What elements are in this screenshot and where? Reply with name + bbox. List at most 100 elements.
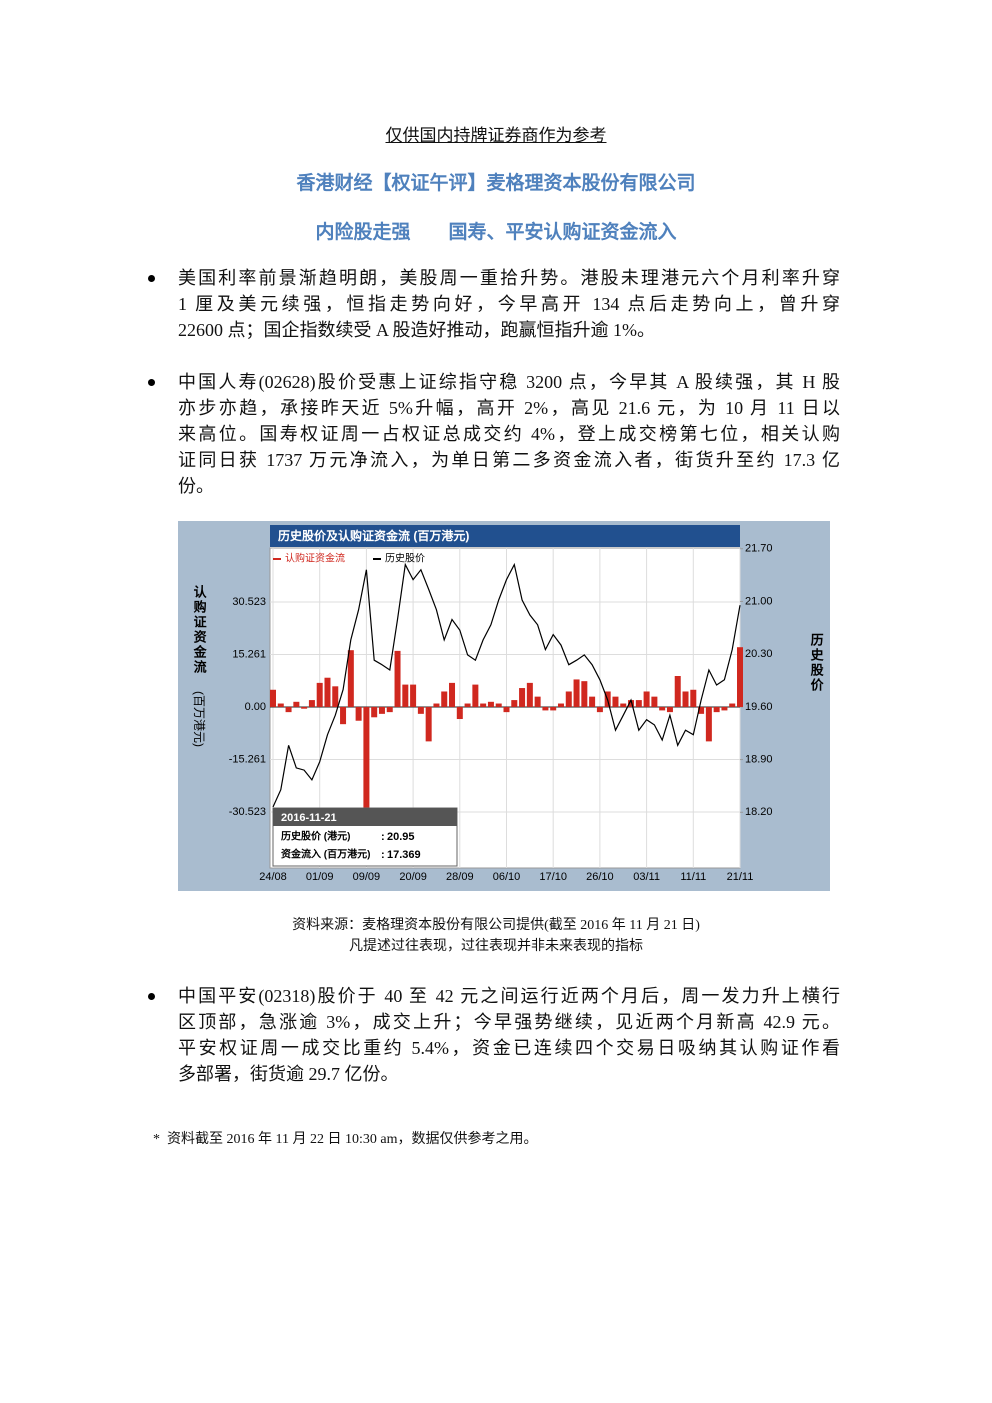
bar xyxy=(651,696,658,707)
y-tick-label: 30.523 xyxy=(232,596,266,608)
y2-tick-label: 20.30 xyxy=(745,648,773,660)
text-line: 多部署，街货逾 29.7 亿份。 xyxy=(178,1064,399,1084)
tooltip-header xyxy=(273,808,457,826)
y-tick-label: 0.00 xyxy=(245,701,266,713)
bar xyxy=(596,706,603,713)
bar xyxy=(550,706,557,711)
bar xyxy=(511,700,518,707)
bar xyxy=(410,684,417,707)
bar xyxy=(464,703,471,707)
bar xyxy=(565,691,572,707)
price-line xyxy=(272,562,741,808)
bar xyxy=(386,706,393,713)
x-tick-label: 20/09 xyxy=(399,871,427,883)
bar xyxy=(394,650,401,707)
caption-line: 资料来源：麦格理资本股份有限公司提供(截至 2016 年 11 月 21 日) xyxy=(292,918,700,933)
title-bar xyxy=(270,525,740,547)
bar xyxy=(402,684,409,707)
bar xyxy=(534,696,541,707)
bullet: 中国平安(02318)股价于 40 至 42 元之间运行近两个月后，周一发力升上… xyxy=(148,983,840,1087)
bar xyxy=(456,706,463,720)
y2-axis-label: 历史股价 xyxy=(809,633,824,693)
chart: 历史股价及认购证资金流 (百万港元) 认购证资金流 (百万港元) 历史股价 30… xyxy=(178,521,830,891)
title: 香港财经【权证午评】麦格理资本股份有限公司 xyxy=(296,172,696,194)
text-line: 份。 xyxy=(178,476,214,496)
bar xyxy=(425,706,432,742)
bar xyxy=(674,676,681,707)
header-note: 仅供国内持牌证券商作为参考 xyxy=(385,126,607,145)
bullet: 中国人寿(02628)股价受惠上证综指守稳 3200 点，今早其 A 股续强，其… xyxy=(148,369,840,499)
bar xyxy=(519,688,526,707)
footnote: * 资料截至 2016 年 11 月 22 日 10:30 am，数据仅供参考之… xyxy=(153,1132,538,1147)
x-tick-label: 03/11 xyxy=(633,871,660,883)
text-line: 证同日获 1737 万元净流入，为单日第二多资金流入者，街货升至约 17.3 亿 xyxy=(178,450,840,470)
bar xyxy=(324,677,331,707)
bar xyxy=(285,706,292,713)
x-tick-label: 24/08 xyxy=(259,871,287,883)
bar xyxy=(417,706,424,714)
y2-tick-label: 21.00 xyxy=(745,595,773,607)
x-tick-label: 11/11 xyxy=(680,871,706,883)
tooltip-label: 资金流入 (百万港元) xyxy=(281,848,370,861)
bar xyxy=(737,647,743,707)
bar xyxy=(729,703,736,707)
text-line: 美国利率前景渐趋明朗，美股周一重拾升势。港股未理港元六个月利率升穿 xyxy=(178,268,840,288)
tooltip-value: 20.95 xyxy=(387,831,415,843)
bar xyxy=(628,700,635,707)
y2-tick-label: 18.90 xyxy=(745,753,773,765)
bar xyxy=(713,706,720,713)
bar xyxy=(277,703,284,707)
bar xyxy=(659,706,666,711)
caption-line: 凡提述过往表现，过往表现并非未来表现的指标 xyxy=(349,939,643,954)
bar xyxy=(363,706,370,833)
x-tick-label: 06/10 xyxy=(493,871,521,883)
bar xyxy=(542,706,549,711)
bar xyxy=(472,684,479,707)
x-tick-label: 01/09 xyxy=(306,871,334,883)
bullet: 美国利率前景渐趋明朗，美股周一重拾升势。港股未理港元六个月利率升穿 1 厘及美元续… xyxy=(148,265,840,343)
y-tick-label: 15.261 xyxy=(232,648,266,660)
bar xyxy=(480,703,487,707)
bar xyxy=(705,706,712,742)
text-line: 亦步亦趋，承接昨天近 5%升幅，高开 2%，高见 21.6 元，为 10 月 1… xyxy=(178,398,840,418)
bar xyxy=(441,691,448,707)
bar xyxy=(316,682,323,707)
bar xyxy=(371,706,378,718)
bar xyxy=(589,696,596,707)
bar xyxy=(487,701,494,707)
x-tick-label: 26/10 xyxy=(586,871,614,883)
bar xyxy=(635,700,642,707)
bar xyxy=(690,689,697,707)
bar xyxy=(666,706,673,713)
bar xyxy=(301,706,308,709)
y-tick-label: -30.523 xyxy=(229,806,266,818)
legend-label: 认购证资金流 xyxy=(285,552,345,565)
tooltip-label: 历史股价 (港元) xyxy=(281,830,350,843)
bar xyxy=(612,696,619,707)
bar xyxy=(270,689,276,707)
legend-label: 历史股价 xyxy=(385,553,425,565)
text-line: 中国人寿(02628)股价受惠上证综指守稳 3200 点，今早其 A 股续强，其… xyxy=(178,372,840,392)
subtitle: 内险股走强 国寿、平安认购证资金流入 xyxy=(315,221,677,243)
bar xyxy=(643,691,650,707)
bar xyxy=(503,706,510,713)
bar xyxy=(378,706,385,714)
bar xyxy=(526,682,533,707)
text-line: 中国平安(02318)股价于 40 至 42 元之间运行近两个月后，周一发力升上… xyxy=(178,986,840,1006)
x-tick-label: 17/10 xyxy=(539,871,567,883)
bar xyxy=(340,706,347,725)
y2-tick-label: 21.70 xyxy=(745,543,773,555)
tooltip-date: 2016-11-21 xyxy=(281,812,337,824)
tooltip-value: 17.369 xyxy=(387,849,421,861)
bar xyxy=(682,691,689,707)
y2-tick-label: 18.20 xyxy=(745,806,773,818)
bar xyxy=(557,703,564,707)
bar xyxy=(332,686,339,707)
x-tick-label: 28/09 xyxy=(446,871,474,883)
bar xyxy=(698,706,705,714)
bar xyxy=(308,700,315,707)
bar xyxy=(433,703,440,707)
tooltip-colon: : xyxy=(381,849,385,861)
x-tick-label: 21/11 xyxy=(727,871,754,883)
